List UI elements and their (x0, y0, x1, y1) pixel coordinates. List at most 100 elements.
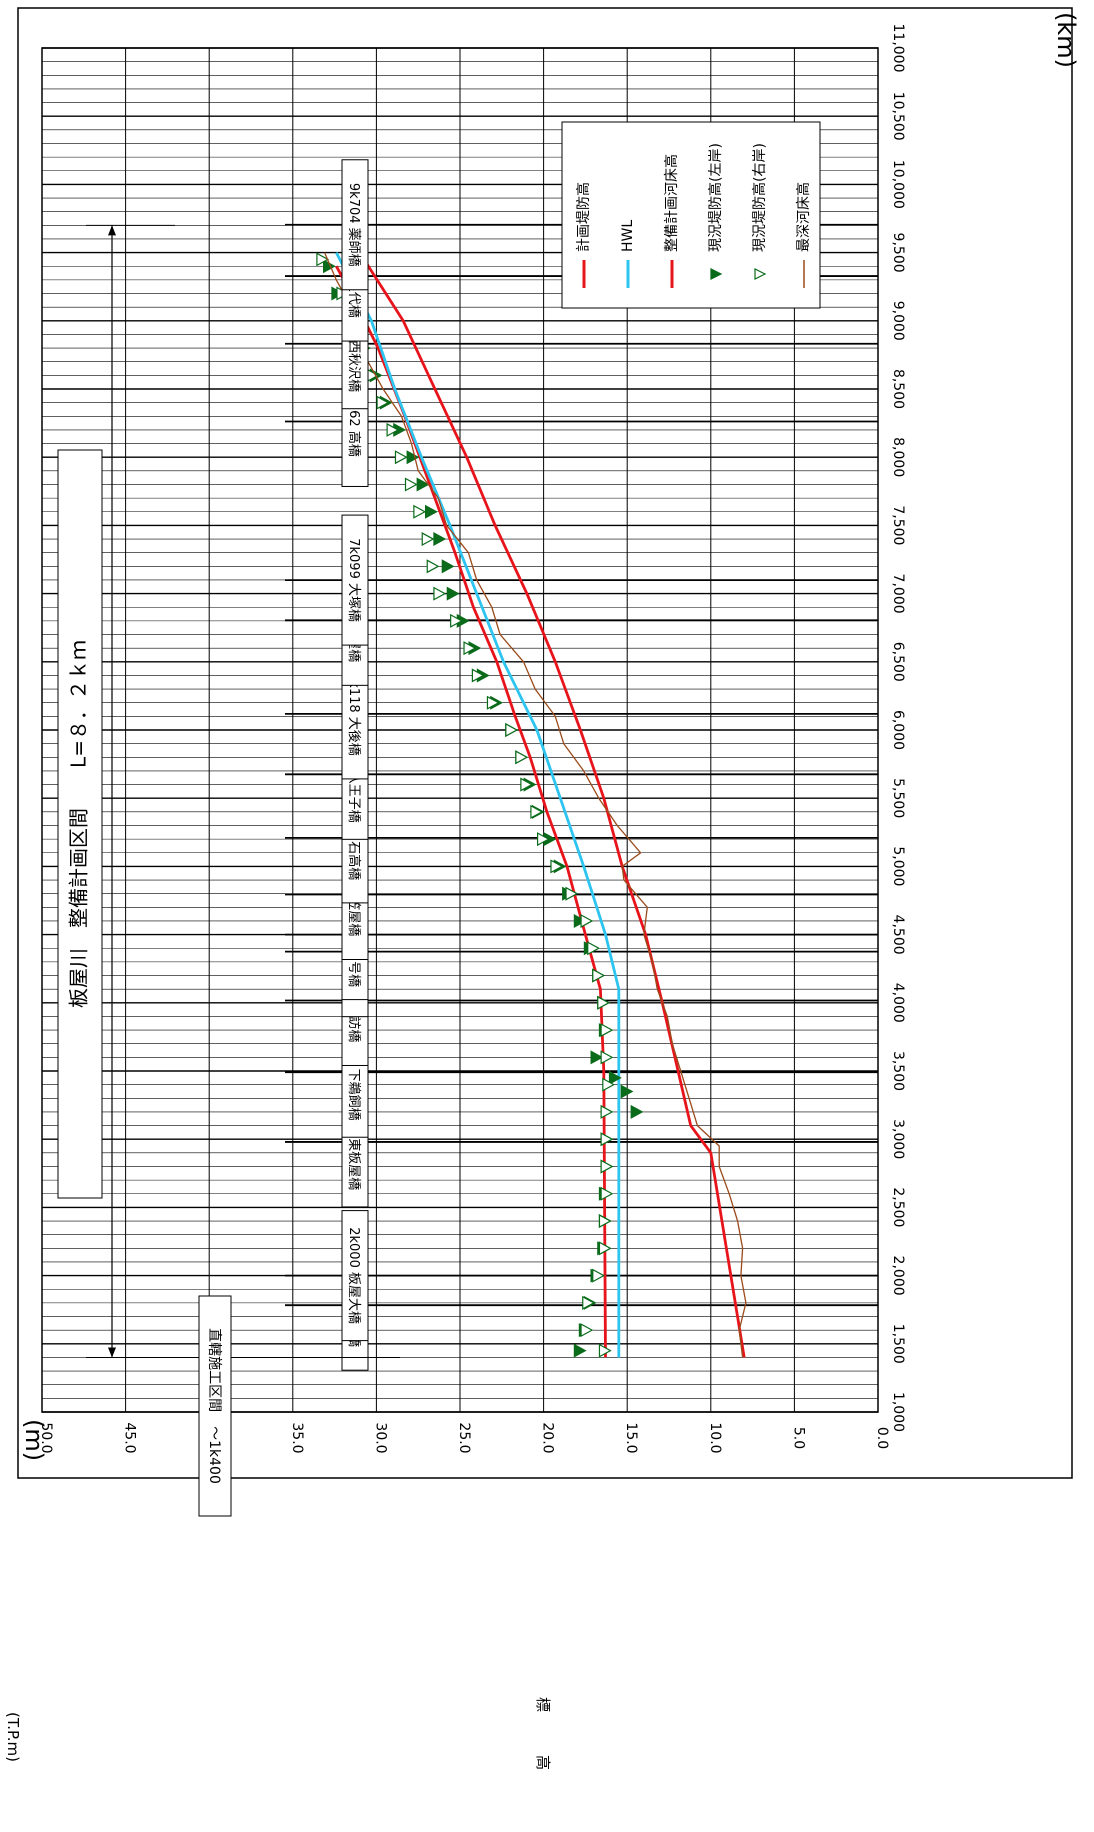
legend-item: 最深河床高 (795, 182, 812, 288)
x-tick-label: 4,500 (890, 915, 906, 955)
right-bank-marker (413, 504, 427, 519)
chart-title: 板屋川 整備計画区間 L=８．２ｋｍ (67, 640, 91, 1008)
x-tick-label: 9,500 (890, 233, 906, 273)
bridge-label-box: 7k099 大塚橋 (341, 514, 369, 646)
right-bank-marker (580, 1323, 594, 1338)
x-tick-label: 1,500 (890, 1324, 906, 1364)
left-bank-marker (573, 1343, 587, 1358)
right-bank-marker (486, 695, 500, 710)
legend-label: 最深河床高 (795, 182, 812, 252)
y-tick-label: 25.0 (456, 1422, 472, 1453)
y-tick-label: 0.0 (874, 1427, 890, 1449)
left-bank-marker (446, 586, 460, 601)
series-line (335, 251, 621, 1358)
legend-label: 現況堤防高(左岸) (707, 143, 724, 252)
bridge-label: 7k099 大塚橋 (346, 538, 361, 622)
right-bank-marker (515, 750, 529, 765)
x-tick-label: 4,000 (890, 983, 906, 1023)
bridge-label-frame (341, 514, 369, 646)
right-bank-marker (550, 859, 564, 874)
right-bank-marker (587, 941, 601, 956)
right-bank-marker (421, 532, 435, 547)
x-tick-label: 3,500 (890, 1051, 906, 1091)
right-bank-marker (404, 477, 418, 492)
right-bank-marker (600, 1186, 614, 1201)
x-tick-label: 8,500 (890, 369, 906, 409)
left-bank-marker (620, 1084, 634, 1099)
bridge-label: 6k118 大後橋 (346, 672, 361, 756)
right-bank-marker (520, 777, 534, 792)
y-tick-label: 20.0 (540, 1422, 556, 1453)
right-bank-marker (602, 1077, 616, 1092)
legend-label: 計画堤防高 (575, 182, 592, 252)
x-tick-label: 7,500 (890, 505, 906, 545)
legend-label: 整備計画河床高 (663, 154, 680, 252)
x-tick-label: 10,000 (890, 160, 906, 209)
right-bank-marker (598, 1241, 612, 1256)
x-tick-label: 5,500 (890, 778, 906, 818)
right-bank-marker (536, 832, 550, 847)
right-bank-marker (592, 1268, 606, 1283)
x-tick-label: 7,000 (890, 574, 906, 614)
y-tick-label: 10.0 (707, 1422, 723, 1453)
legend-item: 計画堤防高 (575, 182, 592, 288)
legend-item: HWL (620, 220, 636, 288)
bridge-label-frame (341, 1210, 369, 1342)
y-tick-label: 15.0 (623, 1422, 639, 1453)
right-bank-marker (600, 1132, 614, 1147)
x-tick-labels: 1,000 1,500 2,000 2,500 3,000 3,500 4,000 4,500… (890, 24, 906, 1433)
x-tick-label: 2,000 (890, 1256, 906, 1296)
right-bank-marker (386, 422, 400, 437)
y-tick-label: 30.0 (372, 1422, 388, 1453)
right-bank-marker (376, 395, 390, 410)
y-tick-label: 50.0 (38, 1422, 54, 1453)
right-bank-marker (316, 252, 330, 267)
right-bank-marker (565, 886, 579, 901)
y-tick-label: 45.0 (122, 1422, 138, 1453)
bridge-label-frame (341, 159, 369, 291)
section-start-frame (198, 1295, 232, 1517)
legend-label: 現況堤防高(右岸) (751, 143, 768, 252)
right-bank-marker (600, 1050, 614, 1065)
section-start-label: 直轄施工区間 ～1k400 (206, 1328, 223, 1484)
right-bank-marker (433, 586, 447, 601)
x-tick-label: 10,500 (890, 92, 906, 141)
x-tick-label: 11,000 (890, 24, 906, 73)
right-bank-marker (598, 1343, 612, 1358)
x-tick-label: 3,000 (890, 1119, 906, 1159)
series-line (358, 251, 746, 1358)
bridge-label: 2k000 板屋大橋 (346, 1227, 361, 1324)
x-tick-label: 2,500 (890, 1187, 906, 1227)
right-bank-marker (426, 559, 440, 574)
right-bank-marker (582, 1295, 595, 1310)
bridge-reference-lines (285, 223, 878, 1307)
legend-marker-symbol (754, 268, 767, 280)
right-bank-marker (600, 1023, 614, 1038)
right-bank-marker (450, 613, 463, 628)
x-tick-label: 9,000 (890, 301, 906, 341)
extent-arrow-bottom (108, 1347, 116, 1358)
legend-box (561, 121, 821, 309)
extent-arrow-top (108, 225, 116, 236)
outer-frame (17, 7, 1073, 1479)
y-tick-labels: 0.05.010.015.020.025.030.035.040.045.050… (38, 1422, 890, 1453)
section-extent: 板屋川 整備計画区間 L=８．２ｋｍ 直轄施工区間 ～1k400 (57, 224, 400, 1517)
left-bank-marker (441, 559, 455, 574)
left-bank-marker (608, 1070, 622, 1085)
legend-label: HWL (620, 220, 636, 252)
right-bank-marker (580, 913, 594, 928)
legend-item: 現況堤防高(右岸) (751, 143, 768, 280)
series-line (324, 252, 747, 1358)
x-tick-label: 6,500 (890, 642, 906, 682)
data-series (316, 251, 747, 1358)
x-tick-label: 1,000 (890, 1392, 906, 1432)
y-unit-note: (T.P.m) (3, 1712, 22, 1762)
legend: 計画堤防高 HWL 整備計画河床高 現況堤防高(左岸) 現況堤防高(右岸) 最深河床高 (561, 121, 821, 309)
right-bank-marker (592, 968, 606, 983)
y-tick-label: 35.0 (289, 1422, 305, 1453)
bridge-label-box: 2k000 板屋大橋 (341, 1210, 369, 1342)
right-bank-marker (505, 722, 519, 738)
right-bank-marker (600, 1104, 614, 1119)
left-bank-marker (573, 913, 587, 928)
x-tick-label: 6,000 (890, 710, 906, 750)
